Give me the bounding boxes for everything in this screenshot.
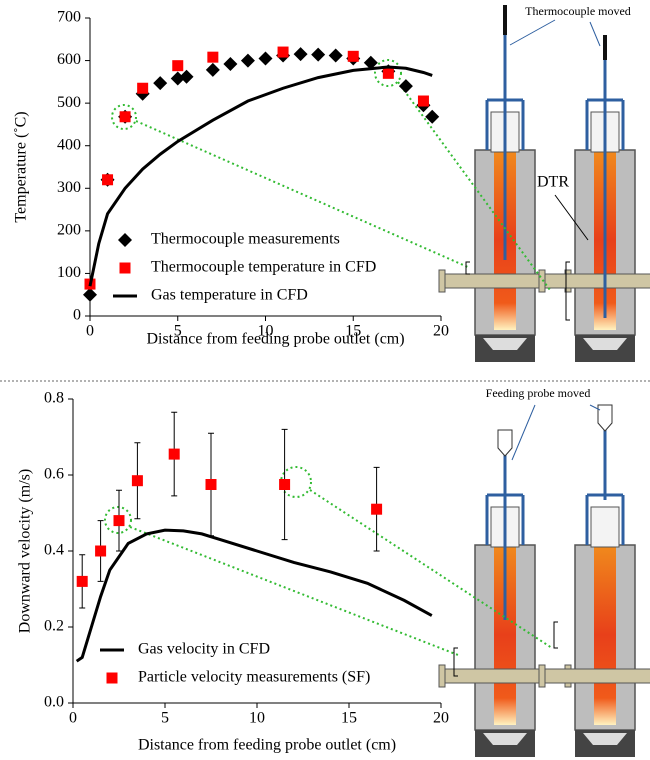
point	[277, 46, 289, 58]
y-tick-label: 0.2	[44, 618, 64, 635]
point	[102, 174, 114, 186]
point	[425, 109, 440, 124]
point	[363, 55, 378, 70]
point	[223, 56, 238, 71]
legend-label: Thermocouple measurements	[151, 231, 340, 248]
annotation: Thermocouple moved	[525, 4, 631, 18]
y-tick-label: 200	[57, 222, 81, 239]
legend-label: Gas velocity in CFD	[138, 641, 270, 658]
legend-swatch	[119, 262, 131, 274]
x-tick-label: 20	[433, 710, 449, 727]
line	[75, 528, 433, 663]
point	[205, 479, 217, 490]
y-axis-label: Downward velocity (m/s)	[17, 469, 34, 633]
legend-swatch	[118, 233, 132, 247]
y-tick-label: 0.0	[44, 694, 64, 711]
annotation: DTR	[537, 174, 569, 191]
point	[311, 47, 326, 62]
legend-label: Gas temperature in CFD	[151, 287, 308, 304]
point	[168, 448, 180, 460]
x-tick-label: 15	[345, 323, 361, 340]
x-axis-label: Distance from feeding probe outlet (cm)	[138, 737, 396, 754]
y-tick-label: 0.6	[44, 466, 64, 483]
point	[153, 76, 168, 91]
point	[398, 79, 413, 94]
y-tick-label: 0	[73, 307, 81, 324]
point	[417, 95, 429, 107]
legend-label: Particle velocity measurements (SF)	[138, 669, 370, 686]
x-tick-label: 5	[161, 710, 169, 727]
point	[137, 82, 149, 94]
x-tick-label: 20	[433, 323, 449, 340]
y-tick-label: 600	[57, 51, 81, 68]
y-axis-label: Temperature (˚C)	[13, 111, 30, 222]
point	[76, 575, 88, 587]
y-tick-label: 500	[57, 94, 81, 111]
annotation: Feeding probe moved	[486, 386, 591, 400]
line	[88, 65, 433, 287]
point	[131, 475, 143, 487]
point	[240, 53, 255, 68]
x-tick-label: 5	[174, 323, 182, 340]
y-tick-label: 100	[57, 264, 81, 281]
point	[179, 69, 194, 84]
point	[113, 515, 125, 527]
point	[119, 111, 131, 123]
point	[258, 51, 273, 66]
x-axis-label: Distance from feeding probe outlet (cm)	[146, 331, 404, 348]
point	[170, 71, 185, 86]
x-tick-label: 10	[249, 710, 265, 727]
y-tick-label: 300	[57, 179, 81, 196]
y-tick-label: 700	[57, 9, 81, 26]
x-tick-label: 0	[86, 323, 94, 340]
y-tick-label: 0.4	[44, 542, 64, 559]
point	[95, 545, 107, 557]
point	[279, 479, 291, 490]
point	[382, 67, 394, 79]
point	[371, 503, 383, 515]
legend-label: Thermocouple temperature in CFD	[151, 259, 376, 276]
point	[347, 50, 359, 62]
point	[328, 48, 343, 63]
x-tick-label: 10	[258, 323, 274, 340]
legend-swatch	[106, 672, 118, 684]
point	[83, 287, 97, 302]
y-tick-label: 0.8	[44, 390, 64, 407]
x-tick-label: 15	[341, 710, 357, 727]
point	[172, 60, 184, 72]
x-tick-label: 0	[69, 710, 77, 727]
point	[205, 62, 220, 77]
brackets	[453, 261, 570, 677]
y-tick-label: 400	[57, 136, 81, 153]
point	[293, 47, 308, 62]
point	[207, 51, 219, 63]
reactor-diagram	[437, 5, 650, 759]
